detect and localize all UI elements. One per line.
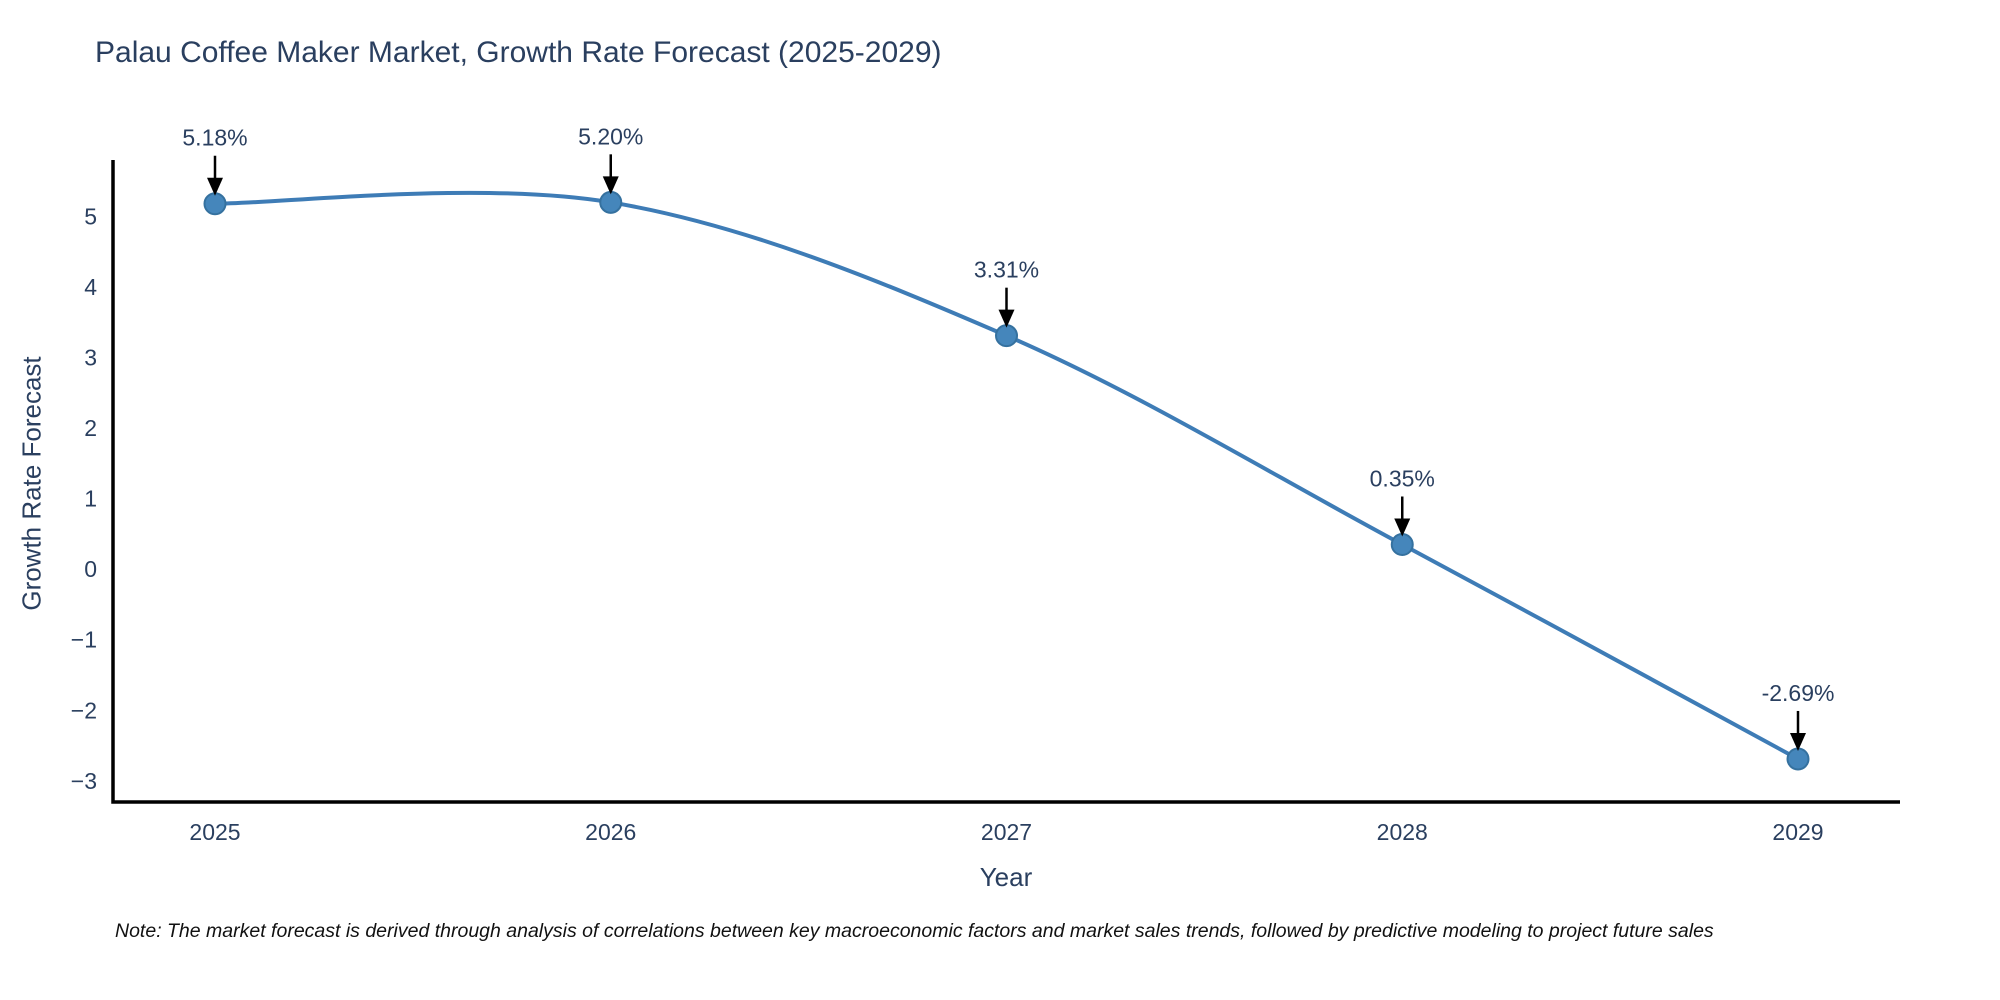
y-tick-label: 3 xyxy=(84,345,97,371)
y-tick-label: 4 xyxy=(84,274,97,300)
data-point-marker[interactable] xyxy=(1390,532,1414,556)
data-point-marker[interactable] xyxy=(1786,747,1810,771)
data-point-marker[interactable] xyxy=(599,190,623,214)
y-tick-label: 2 xyxy=(84,415,97,441)
data-label: 5.18% xyxy=(182,125,247,151)
annotation-arrowhead-icon xyxy=(1394,518,1411,537)
y-tick-label: 0 xyxy=(84,556,97,582)
data-label: -2.69% xyxy=(1762,680,1835,706)
y-tick-label: 1 xyxy=(84,486,97,512)
x-tick-label: 2026 xyxy=(585,819,636,845)
x-axis-title: Year xyxy=(979,862,1033,892)
annotation-arrowhead-icon xyxy=(998,309,1015,328)
data-label: 3.31% xyxy=(974,257,1039,283)
footnote: Note: The market forecast is derived thr… xyxy=(115,920,1714,942)
y-tick-label: 5 xyxy=(84,203,97,229)
y-tick-label: −2 xyxy=(71,697,97,723)
data-label: 5.20% xyxy=(578,123,643,149)
y-tick-label: −1 xyxy=(71,627,97,653)
axis-lines xyxy=(111,160,1900,804)
x-tick-label: 2028 xyxy=(1377,819,1428,845)
data-point-marker[interactable] xyxy=(203,192,227,216)
x-tick-label: 2029 xyxy=(1772,819,1823,845)
annotation-arrowhead-icon xyxy=(207,177,223,196)
y-tick-label: −3 xyxy=(71,768,97,794)
data-point-marker[interactable] xyxy=(995,324,1018,348)
chart-title: Palau Coffee Maker Market, Growth Rate F… xyxy=(95,36,942,69)
x-tick-label: 2027 xyxy=(981,819,1032,845)
x-tick-label: 2025 xyxy=(189,819,240,845)
annotation-arrowhead-icon xyxy=(602,176,619,195)
annotation-arrowhead-icon xyxy=(1790,732,1806,751)
data-label: 0.35% xyxy=(1370,465,1435,491)
